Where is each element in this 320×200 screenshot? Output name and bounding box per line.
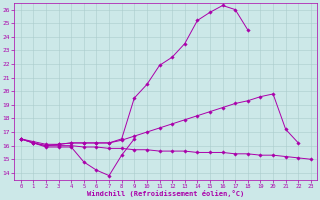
X-axis label: Windchill (Refroidissement éolien,°C): Windchill (Refroidissement éolien,°C) (87, 190, 244, 197)
